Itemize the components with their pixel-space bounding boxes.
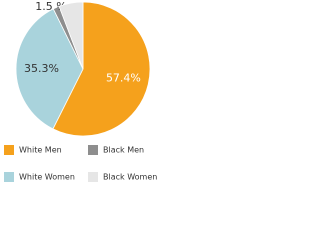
legend-label: Black Men — [103, 146, 144, 155]
data-label: 57.4% — [106, 72, 141, 85]
legend-swatch — [4, 145, 14, 155]
pie-slice — [15, 8, 84, 130]
legend-label: White Men — [19, 146, 62, 155]
pie-slice — [58, 1, 84, 70]
legend-label: Black Women — [103, 173, 157, 182]
legend-swatch — [88, 145, 98, 155]
chart: 57.4% 35.3% 1.5 % White Men White Women Black… — [4, 0, 157, 182]
data-label: 35.3% — [24, 62, 59, 75]
data-label: 1.5 % — [35, 0, 66, 13]
pie-slice — [52, 1, 151, 137]
legend-swatch — [4, 172, 14, 182]
legend-label: White Women — [19, 173, 75, 182]
legend-swatch — [88, 172, 98, 182]
